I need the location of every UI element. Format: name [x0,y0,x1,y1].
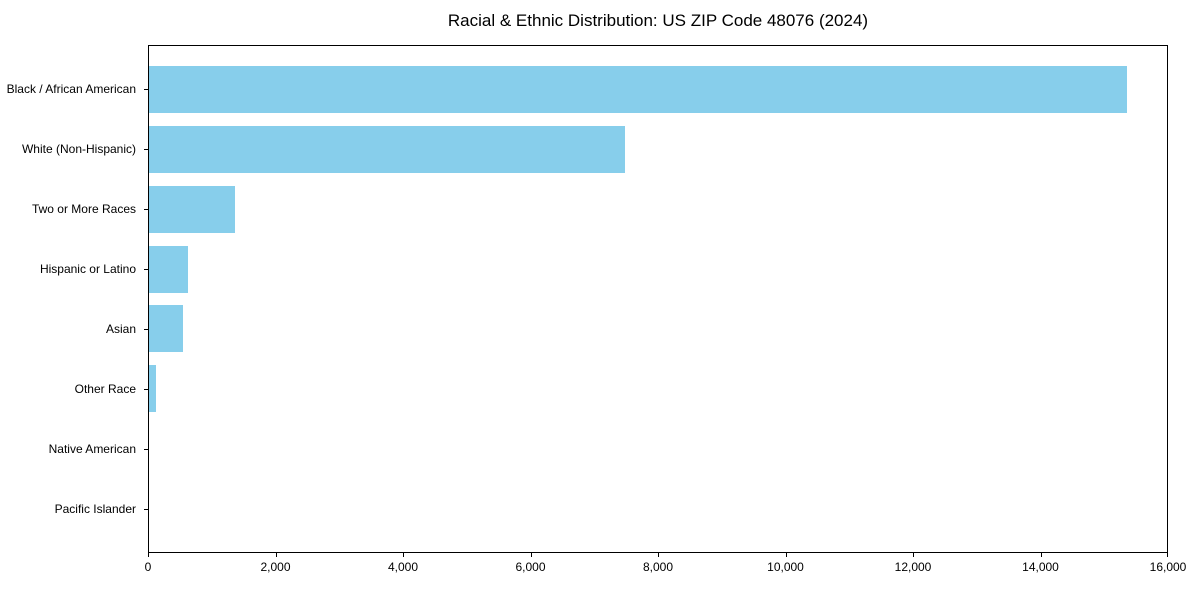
x-tick-label: 14,000 [1022,560,1059,574]
x-tick-mark [275,553,277,557]
y-axis-label: Asian [105,322,136,336]
y-axis-label: Two or More Races [31,202,136,216]
y-tick-mark [144,388,148,390]
bar-row [149,120,1167,180]
x-tick-mark [148,553,149,557]
y-axis-labels: Black / African American White (Non-Hispa… [0,59,144,539]
x-tick-mark [1040,553,1042,557]
bar-row [149,359,1167,419]
bar-hispanic-or-latino [149,245,188,293]
y-tick-mark [144,508,148,510]
y-tick-mark [144,148,148,150]
y-axis-ticks [144,59,148,539]
y-axis-label: Pacific Islander [54,502,136,516]
y-tick-mark [144,88,148,90]
bar-row [149,478,1167,538]
y-tick-mark [144,448,148,450]
bar-row [149,239,1167,299]
x-tick-mark [530,553,532,557]
x-axis-ticks [148,553,1168,558]
y-axis-label: Black / African American [6,82,136,96]
x-tick-mark [1167,553,1168,557]
x-axis-labels: 0 2,000 4,000 6,000 8,000 10,000 12,000 14,000 1… [144,560,1187,578]
x-tick-mark [785,553,787,557]
bar-row [149,419,1167,479]
y-axis-label: Hispanic or Latino [39,262,136,276]
y-tick-mark [144,268,148,270]
x-tick-mark [658,553,659,557]
x-tick-mark [913,553,914,557]
bar-asian [149,305,183,353]
x-tick-label: 4,000 [387,560,419,574]
bar-row [149,180,1167,240]
y-axis-label: Other Race [74,382,136,396]
chart-title: Racial & Ethnic Distribution: US ZIP Cod… [447,11,869,30]
bar-white-non-hispanic [149,126,625,174]
x-tick-label: 16,000 [1149,560,1187,574]
x-tick-label: 0 [144,560,152,574]
bar-row [149,299,1167,359]
bar-row [149,60,1167,120]
x-tick-label: 2,000 [260,560,291,574]
bar-black-african-american [149,66,1127,114]
x-tick-label: 12,000 [894,560,932,574]
bars-layer [149,60,1167,538]
x-tick-label: 6,000 [515,560,546,574]
x-tick-label: 8,000 [642,560,674,574]
y-tick-mark [144,328,148,330]
x-tick-mark [403,553,404,557]
bar-other-race [149,365,156,413]
plot-area [148,45,1168,553]
x-tick-label: 10,000 [767,560,804,574]
y-axis-label: White (Non-Hispanic) [21,142,136,156]
y-tick-mark [144,208,148,210]
bar-two-or-more-races [149,185,235,233]
y-axis-label: Native American [48,442,136,456]
